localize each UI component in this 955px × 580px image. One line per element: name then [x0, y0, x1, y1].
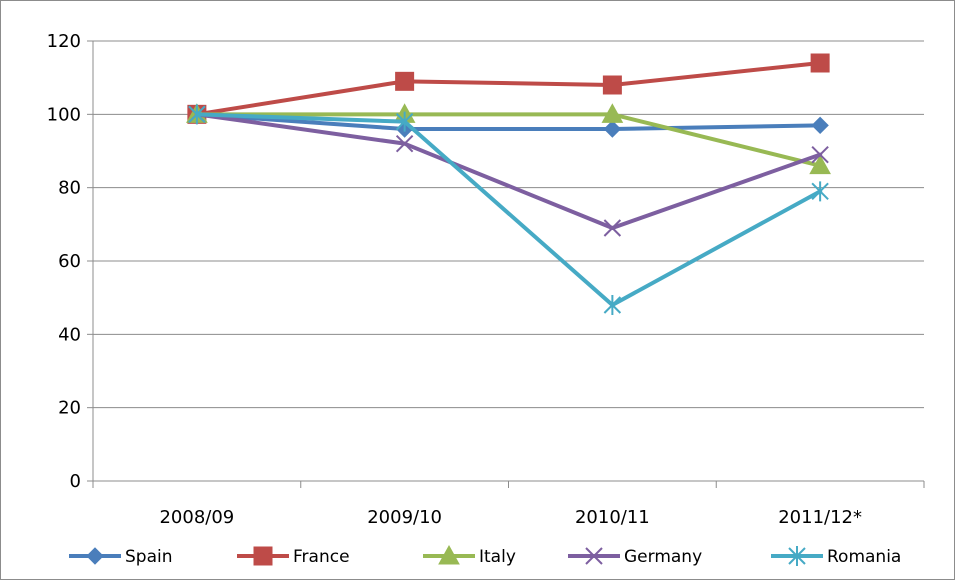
- legend-label: Spain: [125, 547, 173, 567]
- data-point-romania: [811, 181, 829, 202]
- data-point-italy: [809, 154, 831, 175]
- data-point-spain: [811, 116, 829, 135]
- legend-marker-italy: [438, 544, 460, 565]
- data-point-romania: [395, 111, 414, 132]
- data-point-italy: [601, 103, 624, 123]
- legend-item-italy: Italy: [423, 544, 516, 567]
- legend-item-romania: Romania: [771, 546, 901, 567]
- data-point-germany: [395, 134, 414, 153]
- data-point-romania: [188, 104, 206, 125]
- legend-label: France: [293, 547, 350, 567]
- x-tick-label: 2008/09: [159, 507, 234, 528]
- series-line-spain: [194, 112, 823, 131]
- legend-marker-romania: [788, 546, 806, 566]
- y-tick-label: 40: [58, 324, 81, 345]
- data-point-france: [395, 71, 415, 91]
- series-spain: [188, 105, 829, 138]
- legend-marker-france: [253, 546, 273, 566]
- legend-item-france: France: [237, 546, 350, 567]
- series-line-italy: [194, 112, 823, 168]
- data-point-france: [810, 53, 830, 73]
- legend-item-germany: Germany: [568, 547, 702, 567]
- data-point-spain: [603, 120, 622, 138]
- x-tick-label: 2009/10: [367, 507, 442, 528]
- gridlines: [93, 40, 924, 409]
- legend-marker-spain: [86, 547, 104, 565]
- x-tick-label: 2010/11: [575, 507, 650, 528]
- x-tick-label: 2011/12*: [778, 507, 862, 528]
- axes: 0 20 40 60 80 100 120 2008/09 2009/10 2010/11 2011…: [47, 31, 925, 528]
- y-tick-label: 120: [47, 31, 81, 52]
- y-tick-label: 80: [58, 178, 81, 199]
- legend-label: Italy: [479, 547, 516, 567]
- legend-label: Romania: [827, 547, 901, 567]
- data-point-france: [602, 75, 622, 95]
- y-tick-label: 100: [47, 104, 81, 125]
- legend-item-spain: Spain: [69, 547, 173, 567]
- y-tick-label: 0: [70, 471, 81, 492]
- legend-marker-germany: [585, 547, 603, 565]
- y-tick-label: 20: [58, 398, 81, 419]
- data-point-romania: [603, 295, 622, 315]
- series-line-germany: [194, 112, 823, 230]
- data-point-germany: [811, 145, 829, 164]
- series-romania: [188, 104, 829, 315]
- series-line-romania: [194, 112, 823, 307]
- legend-label: Germany: [624, 547, 702, 567]
- legend: Spain France Italy Germany Romania: [69, 544, 901, 567]
- data-point-germany: [603, 219, 622, 237]
- series-italy: [186, 103, 831, 175]
- series-line-france: [194, 61, 823, 117]
- y-tick-label: 60: [58, 251, 81, 272]
- series-group: [186, 53, 831, 315]
